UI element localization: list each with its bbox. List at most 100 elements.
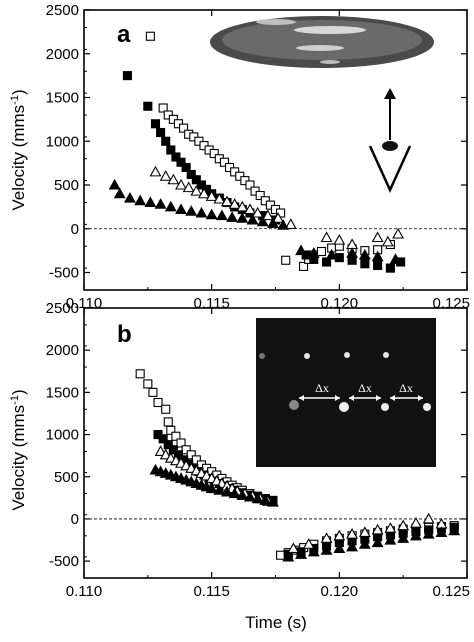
y-tick-label: 1000 (46, 133, 79, 150)
panel-a-marks (108, 31, 406, 273)
open-square-point (209, 148, 219, 159)
filled-triangle-point (267, 217, 279, 229)
open-square-point (176, 438, 186, 448)
filled-triangle-point (205, 482, 218, 494)
view-direction-arrow-head (384, 88, 396, 99)
y-tick-label: 1500 (46, 384, 79, 401)
filled-triangle-point (213, 484, 226, 495)
x-tick-label: 0.110 (66, 583, 102, 600)
filled-triangle-point (384, 533, 397, 545)
filled-square-point (122, 71, 132, 81)
filled-triangle-point (295, 244, 307, 256)
filled-triangle-point (154, 198, 167, 209)
x-tick-label: 0.115 (193, 583, 229, 600)
open-triangle-point (422, 512, 435, 524)
particle (383, 352, 389, 358)
open-triangle-point (346, 527, 359, 539)
filled-triangle-point (409, 529, 422, 541)
y-tick-label: 500 (54, 469, 79, 486)
open-square-point (153, 397, 163, 408)
y-tick-label: 2000 (46, 46, 79, 63)
open-square-point (276, 550, 286, 560)
spacing-arrow-head (418, 395, 423, 401)
particle-image-inset: Δx Δx Δx (256, 318, 436, 467)
open-triangle-point (371, 231, 384, 243)
filled-square-point (143, 101, 153, 111)
open-triangle-point (302, 538, 315, 549)
x-tick-label: 0.125 (432, 295, 470, 312)
eye-icon (368, 145, 412, 194)
y-tick-label: -500 (49, 553, 79, 570)
drop-photo-sheen (222, 20, 422, 60)
filled-triangle-point (251, 492, 264, 504)
filled-square-point (186, 169, 196, 180)
open-triangle-point (287, 542, 300, 554)
open-square-point (255, 190, 265, 201)
filled-square-point (360, 259, 370, 269)
filled-square-point (158, 434, 168, 444)
filled-triangle-point (422, 527, 435, 539)
filled-triangle-point (325, 248, 338, 260)
open-triangle-point (159, 448, 172, 460)
filled-triangle-point (108, 178, 121, 190)
filled-triangle-point (134, 194, 147, 206)
open-triangle-point (221, 195, 233, 207)
filled-triangle-point (113, 187, 126, 199)
filled-triangle-point (195, 206, 208, 218)
filled-triangle-point (307, 247, 320, 258)
open-triangle-point (236, 200, 249, 212)
open-square-point (171, 431, 181, 441)
particle (304, 353, 310, 359)
open-square-point (179, 123, 189, 133)
filled-triangle-point (226, 211, 239, 222)
open-square-point (143, 379, 153, 389)
filled-triangle-point (221, 485, 233, 497)
spacing-label: Δx (358, 381, 372, 395)
filled-triangle-point (389, 253, 402, 264)
filled-square-point (191, 175, 201, 185)
filled-triangle-point (236, 212, 249, 223)
open-triangle-point (397, 519, 410, 531)
open-triangle-point (154, 445, 167, 456)
filled-triangle-point (144, 196, 157, 208)
open-triangle-point (320, 231, 333, 243)
spacing-arrow-head (349, 395, 354, 401)
filled-square-point (150, 119, 161, 129)
x-tick-label: 0.120 (321, 583, 359, 600)
filled-triangle-point (397, 532, 410, 543)
particle-image-background (256, 318, 436, 467)
spacing-label: Δx (399, 381, 413, 395)
particle (381, 403, 389, 411)
filled-triangle-point (282, 550, 295, 562)
open-triangle-point (358, 526, 371, 537)
open-triangle-point (190, 184, 203, 196)
open-triangle-point (251, 206, 264, 218)
open-triangle-point (228, 198, 241, 209)
open-square-point (166, 425, 176, 435)
open-triangle-point (272, 212, 284, 223)
panel-a-label: a (117, 21, 131, 48)
filled-triangle-point (185, 205, 198, 216)
filled-triangle-point (307, 545, 320, 557)
open-triangle-point (167, 173, 180, 185)
open-square-point (281, 255, 291, 265)
y-tick-label: 2500 (46, 300, 79, 317)
open-triangle-point (384, 522, 397, 533)
open-triangle-point (261, 209, 274, 221)
y-tick-label: 2000 (46, 342, 79, 359)
filled-triangle-point (124, 191, 136, 203)
filled-triangle-point (346, 247, 359, 258)
filled-triangle-point (448, 524, 461, 536)
filled-triangle-point (236, 489, 249, 500)
open-square-point (316, 246, 327, 257)
open-square-point (181, 445, 191, 455)
open-triangle-point (182, 181, 195, 193)
open-square-point (299, 261, 309, 271)
y-tick-label: 1000 (46, 427, 79, 444)
open-triangle-point (149, 165, 162, 177)
open-square-point (163, 417, 173, 427)
y-tick-label: 0 (71, 221, 79, 238)
open-square-point (186, 450, 196, 460)
open-triangle-point (284, 218, 297, 229)
